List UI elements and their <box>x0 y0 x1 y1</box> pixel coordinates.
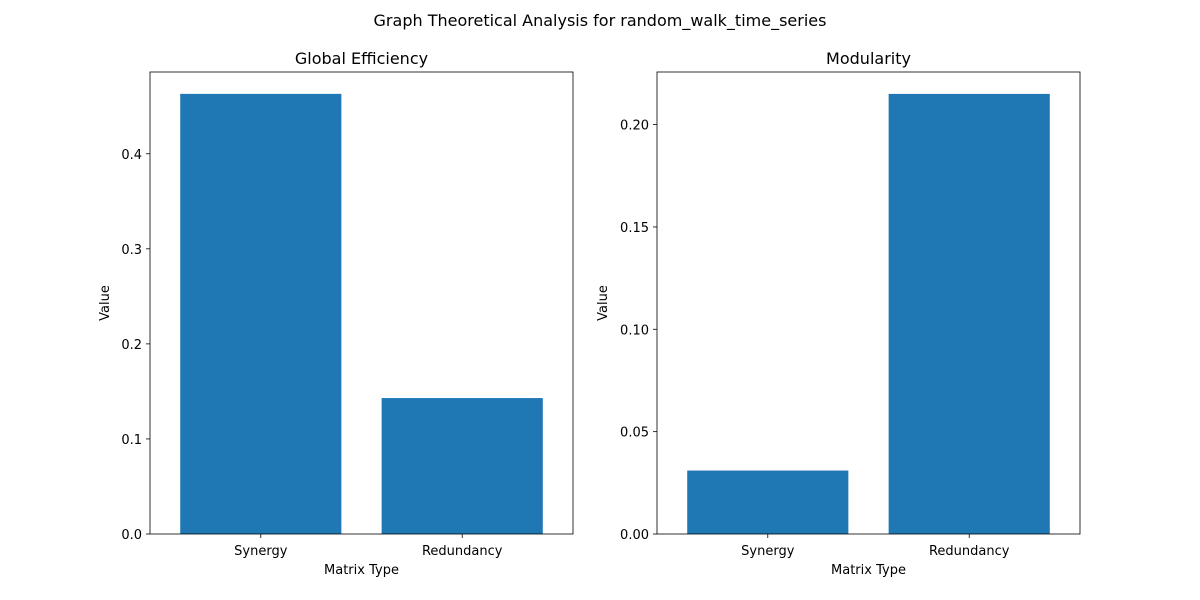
global-efficiency-xtick-label: Redundancy <box>422 544 503 559</box>
global-efficiency-ytick-label: 0.1 <box>121 433 142 448</box>
modularity-ytick-label: 0.20 <box>620 119 649 134</box>
modularity-xlabel: Matrix Type <box>831 563 906 578</box>
global-efficiency-ytick-label: 0.2 <box>121 338 142 353</box>
global-efficiency-axes-frame <box>149 71 574 535</box>
modularity-ylabel: Value <box>596 285 611 321</box>
global-efficiency-ytick-label: 0.3 <box>121 243 142 258</box>
global-efficiency-title: Global Efficiency <box>295 49 428 68</box>
chart-modularity: Synergy Redundancy 0.00 0.05 0.10 0.15 0.20 Mod… <box>596 49 1081 578</box>
chart-global-efficiency: Synergy Redundancy 0.0 0.1 0.2 0.3 0.4 Global E… <box>98 49 574 578</box>
global-efficiency-ytick-label: 0.4 <box>121 148 142 163</box>
global-efficiency-xtick-label: Synergy <box>234 544 288 559</box>
modularity-ytick-label: 0.05 <box>620 426 649 441</box>
modularity-axes-frame <box>656 71 1081 535</box>
modularity-ytick-label: 0.00 <box>620 528 649 543</box>
global-efficiency-bar-synergy <box>180 93 342 534</box>
global-efficiency-xlabel: Matrix Type <box>324 563 399 578</box>
global-efficiency-bar-redundancy <box>381 398 543 534</box>
modularity-xtick-label: Synergy <box>741 544 795 559</box>
modularity-xtick-label: Redundancy <box>929 544 1010 559</box>
figure-suptitle: Graph Theoretical Analysis for random_wa… <box>374 11 827 31</box>
modularity-ytick-label: 0.15 <box>620 221 649 236</box>
modularity-bar-redundancy <box>888 93 1050 534</box>
modularity-bar-synergy <box>687 470 849 534</box>
modularity-ytick-label: 0.10 <box>620 323 649 338</box>
modularity-title: Modularity <box>826 49 911 68</box>
global-efficiency-ylabel: Value <box>98 285 113 321</box>
global-efficiency-ytick-label: 0.0 <box>121 528 142 543</box>
